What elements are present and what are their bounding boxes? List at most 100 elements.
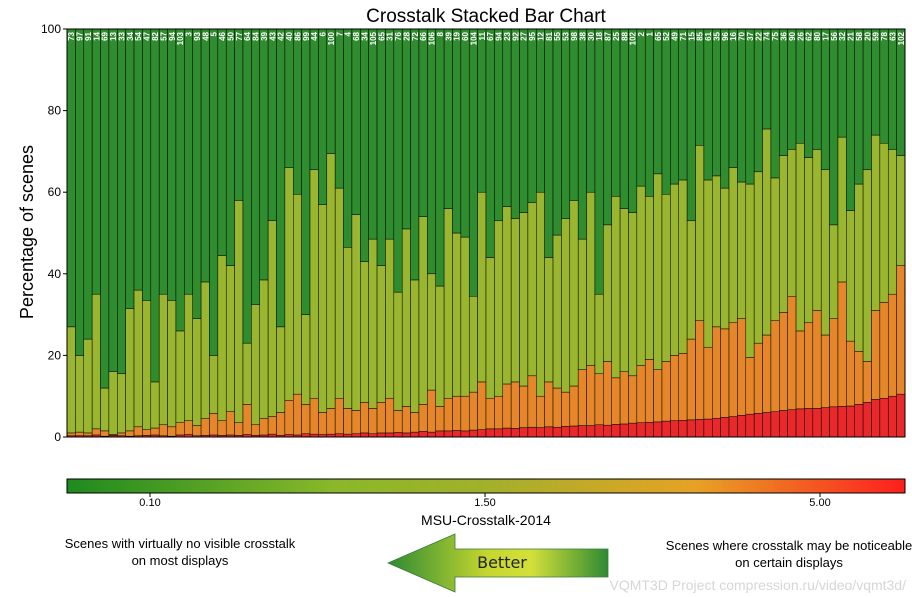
category-label: 5 [210,31,219,36]
bar-segment-severe [653,421,663,438]
bar-segment-low [150,381,160,429]
bar-segment-low [100,387,110,432]
bar-segment-none [804,28,814,158]
bar-segment-none [812,28,822,150]
bar-segment-noticeable [762,334,772,413]
bar-segment-severe [577,425,587,438]
bar-segment-low [217,255,227,421]
bar-segment-severe [720,417,730,438]
bar-segment-noticeable [519,385,529,428]
bar-segment-severe [510,428,520,438]
category-label: 18 [595,31,604,40]
category-label: 87 [604,31,613,40]
category-label: 94 [168,31,177,40]
bar-segment-severe [770,411,780,438]
y-tick-label: 20 [48,348,62,362]
category-label: 64 [243,31,252,40]
bar-segment-low [360,261,369,403]
bar-segment-none [544,28,554,258]
category-label: 75 [771,31,780,40]
bar-segment-none [644,28,654,197]
bar-segment-noticeable [284,400,294,435]
bar-segment-low [661,193,671,362]
category-label: 92 [511,31,520,40]
bar-segment-low [896,155,906,266]
bar-segment-low [837,136,847,283]
category-label: 12 [536,31,545,40]
bar-segment-noticeable [259,418,269,436]
category-label: 62 [805,31,814,40]
bar-segment-none [636,28,646,187]
bar-segment-severe [410,431,420,438]
bar-segment-low [703,179,713,348]
bar-segment-low [720,187,730,330]
category-label: 36 [779,31,788,40]
bar-segment-low [536,191,545,397]
bar-segment-severe [611,424,621,438]
bar-segment-none [619,28,629,209]
note-no-crosstalk: Scenes with virtually no visible crossta… [64,536,296,568]
bar-segment-severe [519,427,529,438]
bar-segment-none [737,28,747,183]
bar-segment-none [318,28,328,205]
bar-segment-severe [879,397,889,438]
category-label: 34 [360,31,369,40]
bar-segment-severe [670,420,679,438]
bar-segment-severe [427,431,436,438]
bar-segment-low [117,373,126,434]
bar-segment-low [427,273,436,391]
bar-segment-noticeable [427,389,436,433]
category-label: 13 [109,31,118,40]
bar-segment-low [200,281,210,419]
bar-segment-none [670,28,679,185]
bar-segment-severe [393,432,403,438]
bar-segment-low [108,371,118,435]
bar-segment-severe [854,404,864,438]
category-label: 39 [444,31,453,40]
bar-segment-low [644,196,654,360]
bar-segment-noticeable [376,402,386,434]
bar-segment-none [309,28,319,171]
bar-segment-noticeable [477,381,487,430]
bar-segment-severe [502,427,512,438]
bar-segment-noticeable [586,365,596,426]
bar-segment-low [167,300,177,428]
bar-segment-low [636,185,646,366]
category-label: 32 [838,31,847,40]
bar-segment-noticeable [360,402,369,434]
bar-segment-none [820,28,830,171]
bar-segment-severe [477,429,487,438]
bar-segment-noticeable [242,404,252,435]
bar-segment-low [158,293,168,426]
bar-segment-low [653,173,663,370]
bar-segment-low [728,167,738,324]
bar-segment-noticeable [100,430,110,437]
bar-segment-noticeable [745,357,755,415]
bar-segment-low [812,149,822,311]
category-label: 60 [461,31,470,40]
bar-segment-low [468,295,478,393]
bar-segment-none [427,28,436,275]
category-label: 78 [880,31,889,40]
bar-segment-none [108,28,118,372]
bar-segment-severe [494,428,504,438]
bar-segment-noticeable [401,406,411,434]
bar-segment-low [762,128,772,336]
bar-segment-noticeable [301,404,311,434]
bar-segment-low [242,342,252,405]
category-label: 98 [570,31,579,40]
bar-segment-none [410,28,420,281]
bar-segment-severe [737,415,747,438]
bar-segment-severe [753,413,763,438]
bar-segment-none [561,28,571,219]
bar-segment-noticeable [527,375,537,428]
bar-segment-noticeable [728,322,738,417]
bar-segment-none [83,28,93,340]
bar-segment-low [820,169,830,336]
bar-segment-noticeable [200,418,210,436]
category-label: 54 [134,31,143,40]
bar-segment-severe [762,412,772,438]
bar-segment-low [628,212,638,377]
bar-segment-low [293,193,302,395]
bar-segment-noticeable [309,397,319,435]
